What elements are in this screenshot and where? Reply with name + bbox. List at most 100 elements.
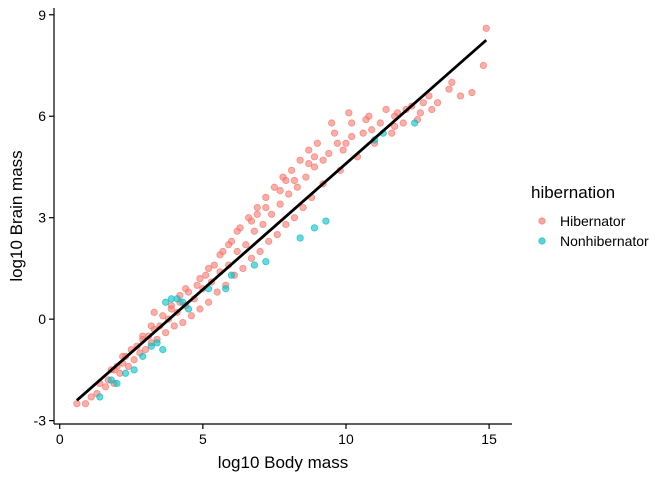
data-point-hibernator bbox=[150, 308, 158, 316]
data-point-hibernator bbox=[242, 241, 250, 249]
data-point-nonhibernator bbox=[96, 393, 104, 401]
x-tick-label: 15 bbox=[481, 431, 497, 447]
data-point-hibernator bbox=[468, 88, 476, 97]
data-point-hibernator bbox=[285, 190, 293, 198]
data-point-nonhibernator bbox=[153, 339, 161, 347]
x-tick-label: 0 bbox=[56, 431, 64, 447]
data-point-hibernator bbox=[162, 329, 170, 337]
data-point-hibernator bbox=[290, 176, 299, 185]
legend-label-hibernator: Hibernator bbox=[560, 213, 626, 229]
data-point-nonhibernator bbox=[113, 379, 121, 388]
data-point-hibernator bbox=[204, 264, 213, 273]
data-point-hibernator bbox=[319, 156, 327, 164]
data-point-hibernator bbox=[159, 312, 167, 320]
data-point-hibernator bbox=[213, 288, 221, 296]
data-point-hibernator bbox=[299, 203, 307, 212]
data-point-hibernator bbox=[139, 332, 147, 340]
data-point-nonhibernator bbox=[227, 271, 236, 279]
data-point-hibernator bbox=[225, 241, 233, 249]
legend: hibernation Hibernator Nonhibernator bbox=[531, 183, 649, 249]
data-point-hibernator bbox=[362, 116, 370, 124]
data-point-hibernator bbox=[124, 362, 133, 371]
data-point-hibernator bbox=[179, 318, 187, 327]
data-point-hibernator bbox=[416, 109, 424, 117]
data-point-hibernator bbox=[287, 166, 296, 174]
y-tick-label: 3 bbox=[38, 210, 46, 226]
data-point-hibernator bbox=[296, 156, 304, 164]
trend-line bbox=[75, 39, 488, 402]
data-point-hibernator bbox=[448, 78, 456, 87]
data-point-hibernator bbox=[253, 210, 261, 218]
data-point-hibernator bbox=[425, 92, 433, 100]
data-point-nonhibernator bbox=[411, 119, 419, 127]
data-point-nonhibernator bbox=[262, 258, 270, 266]
data-point-hibernator bbox=[216, 251, 224, 259]
legend-title: hibernation bbox=[531, 183, 615, 202]
data-point-hibernator bbox=[170, 322, 178, 330]
data-point-nonhibernator bbox=[222, 285, 230, 293]
data-point-nonhibernator bbox=[322, 217, 330, 225]
y-tick-label: -3 bbox=[34, 413, 47, 429]
data-point-hibernator bbox=[265, 237, 273, 245]
legend-key-hibernator bbox=[538, 217, 546, 225]
data-point-nonhibernator bbox=[296, 234, 304, 242]
data-point-hibernator bbox=[282, 176, 290, 185]
data-point-hibernator bbox=[262, 203, 270, 212]
data-point-hibernator bbox=[382, 105, 390, 114]
axes: 0 5 10 15 -3 0 3 6 9 bbox=[34, 7, 512, 447]
data-point-hibernator bbox=[290, 214, 299, 222]
data-point-hibernator bbox=[202, 271, 210, 279]
data-point-nonhibernator bbox=[162, 298, 170, 306]
data-point-hibernator bbox=[305, 159, 313, 168]
data-point-hibernator bbox=[210, 261, 218, 269]
y-axis-title: log10 Brain mass bbox=[7, 150, 26, 281]
data-point-hibernator bbox=[313, 139, 321, 147]
data-point-hibernator bbox=[302, 173, 310, 181]
data-point-hibernator bbox=[348, 119, 356, 127]
data-point-hibernator bbox=[204, 298, 213, 306]
data-point-hibernator bbox=[250, 227, 258, 235]
data-point-hibernator bbox=[328, 119, 336, 127]
data-point-hibernator bbox=[233, 247, 241, 256]
x-tick-label: 5 bbox=[199, 431, 207, 447]
legend-label-nonhibernator: Nonhibernator bbox=[560, 233, 649, 249]
data-point-hibernator bbox=[167, 302, 175, 310]
data-point-hibernator bbox=[81, 400, 90, 408]
data-point-hibernator bbox=[142, 345, 150, 354]
data-point-nonhibernator bbox=[173, 295, 181, 303]
data-point-hibernator bbox=[345, 109, 353, 117]
data-point-nonhibernator bbox=[147, 342, 155, 350]
data-point-nonhibernator bbox=[139, 352, 147, 360]
legend-key-nonhibernator bbox=[538, 237, 546, 245]
data-point-hibernator bbox=[339, 146, 347, 154]
data-point-hibernator bbox=[333, 139, 341, 147]
data-point-hibernator bbox=[273, 231, 281, 239]
data-point-hibernator bbox=[325, 149, 333, 158]
data-point-hibernator bbox=[445, 85, 453, 93]
data-point-hibernator bbox=[276, 187, 284, 195]
data-point-hibernator bbox=[330, 129, 339, 137]
data-point-hibernator bbox=[182, 285, 190, 293]
data-point-nonhibernator bbox=[310, 224, 319, 232]
data-point-hibernator bbox=[433, 99, 442, 107]
data-point-nonhibernator bbox=[159, 345, 167, 354]
y-tick-label: 6 bbox=[38, 108, 46, 124]
data-point-hibernator bbox=[233, 227, 241, 235]
data-point-hibernator bbox=[267, 210, 276, 218]
data-point-nonhibernator bbox=[107, 376, 115, 384]
data-point-hibernator bbox=[256, 247, 264, 256]
data-point-hibernator bbox=[282, 220, 290, 229]
data-point-hibernator bbox=[247, 254, 256, 262]
data-point-hibernator bbox=[130, 356, 138, 364]
data-point-hibernator bbox=[348, 132, 356, 141]
data-point-hibernator bbox=[310, 163, 319, 171]
data-point-hibernator bbox=[196, 274, 204, 283]
x-axis-title: log10 Body mass bbox=[218, 453, 348, 472]
data-point-hibernator bbox=[479, 61, 487, 70]
data-point-hibernator bbox=[368, 126, 376, 134]
data-point-hibernator bbox=[196, 305, 204, 313]
y-tick-label: 9 bbox=[38, 7, 46, 23]
data-point-hibernator bbox=[310, 153, 319, 161]
data-point-hibernator bbox=[259, 220, 267, 229]
